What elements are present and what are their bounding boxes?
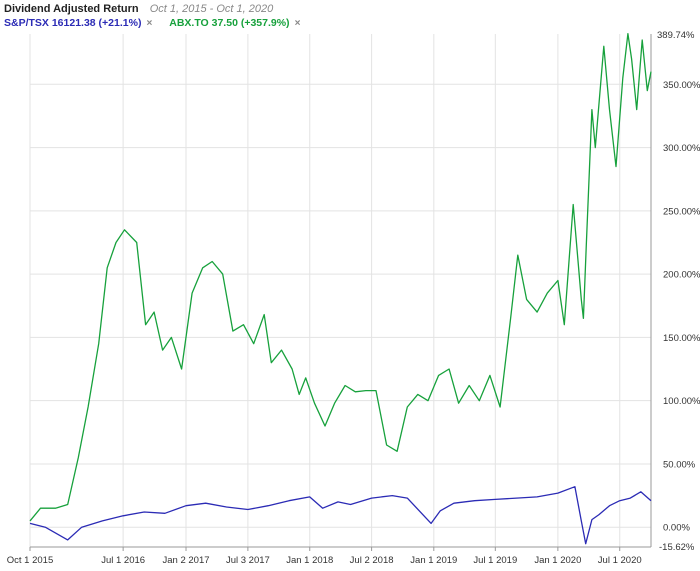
x-tick-label: Jan 1 2018 (286, 555, 333, 566)
legend-label-abx: ABX.TO 37.50 (+357.9%) (169, 17, 290, 29)
x-tick-label: Jan 1 2020 (534, 555, 581, 566)
y-tick-label: 50.00% (663, 459, 696, 470)
y-tick-label: 100.00% (663, 396, 700, 407)
y-max-label: 389.74% (657, 30, 695, 41)
x-tick-label: Jul 1 2020 (598, 555, 642, 566)
x-tick-label: Jul 1 2019 (473, 555, 517, 566)
x-tick-label: Oct 1 2015 (7, 555, 53, 566)
x-tick-label: Jul 2 2018 (350, 555, 394, 566)
x-tick-label: Jan 2 2017 (163, 555, 210, 566)
legend-item-sptsx: S&P/TSX 16121.38 (+21.1%) × (4, 17, 152, 29)
series-line-abx-to (29, 33, 652, 522)
y-tick-label: 300.00% (663, 143, 700, 154)
legend-item-abx: ABX.TO 37.50 (+357.9%) × (169, 17, 300, 29)
chart-header: Dividend Adjusted Return Oct 1, 2015 - O… (4, 3, 273, 15)
y-tick-label: 200.00% (663, 270, 700, 281)
legend: S&P/TSX 16121.38 (+21.1%) × ABX.TO 37.50 … (4, 17, 314, 29)
close-icon[interactable]: × (146, 18, 153, 29)
x-tick-label: Jul 1 2016 (101, 555, 145, 566)
y-min-label: -15.62% (659, 542, 695, 553)
close-icon[interactable]: × (294, 18, 301, 29)
y-tick-label: 250.00% (663, 206, 700, 217)
y-tick-label: 150.00% (663, 333, 700, 344)
legend-label-sptsx: S&P/TSX 16121.38 (+21.1%) (4, 17, 142, 29)
y-tick-label: 350.00% (663, 80, 700, 91)
series-line-s-p-tsx (29, 486, 652, 545)
date-range: Oct 1, 2015 - Oct 1, 2020 (149, 3, 274, 15)
y-tick-label: 0.00% (663, 523, 690, 534)
x-tick-label: Jul 3 2017 (226, 555, 270, 566)
x-tick-label: Jan 1 2019 (410, 555, 457, 566)
chart-title: Dividend Adjusted Return (4, 3, 139, 15)
